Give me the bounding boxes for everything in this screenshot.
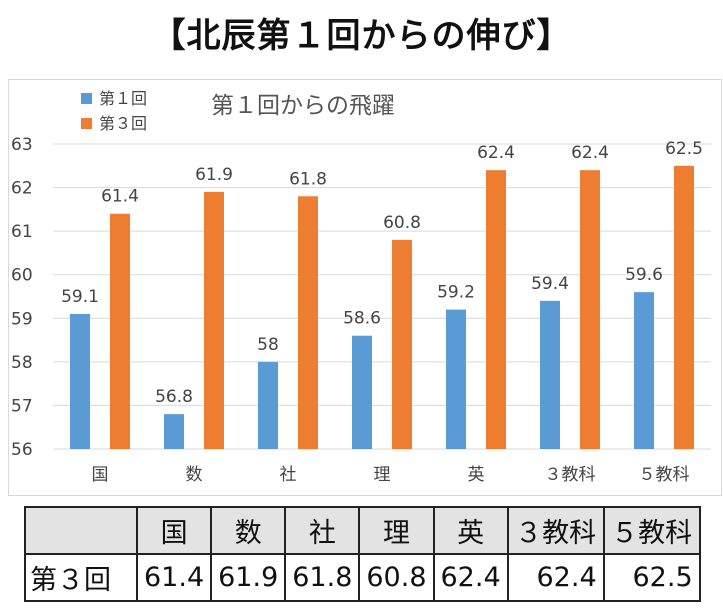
data-label: 62.4 [477, 143, 515, 163]
table-row-label: 第３回 [24, 553, 138, 602]
data-label: 60.8 [383, 213, 421, 233]
table-row: 第３回 61.4 61.9 61.8 60.8 62.4 62.4 62.5 [24, 553, 701, 602]
legend-swatch [81, 118, 92, 129]
table-header-cell: 英 [432, 506, 509, 555]
table-header-cell: 数 [210, 506, 287, 555]
bar-series-2 [298, 196, 318, 449]
data-label: 59.2 [437, 283, 475, 303]
data-label: 59.6 [625, 265, 663, 285]
data-label: 61.4 [101, 187, 139, 207]
y-tick-label: 59 [11, 309, 33, 329]
table-cell: 61.9 [210, 553, 287, 602]
data-label: 61.9 [195, 165, 233, 185]
legend-swatch [81, 93, 92, 104]
table-cell: 62.4 [506, 553, 605, 602]
table-header-cell [24, 506, 138, 555]
data-label: 61.8 [289, 169, 327, 189]
data-label: 56.8 [155, 387, 193, 407]
bar-series-2 [110, 213, 130, 449]
y-tick-label: 60 [11, 266, 33, 286]
bar-series-1 [540, 300, 560, 449]
table-header-cell: 社 [284, 506, 361, 555]
data-label: 58 [257, 335, 279, 355]
y-tick-label: 57 [11, 396, 33, 416]
x-tick-label: 国 [92, 465, 109, 485]
table-header-cell: ３教科 [506, 506, 605, 555]
x-tick-label: ５教科 [639, 465, 690, 485]
bar-series-1 [258, 361, 278, 449]
table-cell: 62.5 [602, 553, 701, 602]
x-tick-label: ３教科 [545, 465, 596, 485]
data-label: 59.4 [531, 274, 569, 294]
bar-series-1 [70, 313, 90, 449]
bar-series-2 [204, 191, 224, 449]
bar-series-2 [674, 165, 694, 449]
bar-series-1 [164, 414, 184, 449]
bar-chart: 56 57 58 59 60 61 62 63 59.1 61.4 国 56.8 61.9 数 58 61.8… [11, 89, 711, 485]
y-tick-label: 61 [11, 222, 33, 242]
data-label: 62.5 [665, 139, 703, 159]
x-tick-label: 英 [468, 465, 485, 485]
data-label: 62.4 [571, 143, 609, 163]
legend-label: 第１回 [99, 89, 147, 108]
bar-series-1 [634, 292, 654, 449]
bar-series-2 [392, 239, 412, 449]
bar-series-2 [580, 170, 600, 449]
x-tick-label: 理 [374, 465, 391, 485]
bar-series-2 [486, 170, 506, 449]
table-cell: 61.4 [135, 553, 213, 602]
data-label: 58.6 [343, 309, 381, 329]
legend-label: 第３回 [99, 114, 147, 133]
table-header-cell: ５教科 [602, 506, 701, 555]
chart-area: 56 57 58 59 60 61 62 63 59.1 61.4 国 56.8 61.9 数 58 61.8… [8, 79, 722, 496]
chart-title: 第１回からの飛躍 [211, 93, 395, 119]
table-header-cell: 理 [358, 506, 435, 555]
table-cell: 60.8 [358, 553, 435, 602]
x-tick-label: 社 [280, 465, 297, 485]
y-tick-label: 62 [11, 179, 33, 199]
y-tick-label: 58 [11, 353, 33, 373]
bar-series-1 [352, 335, 372, 449]
data-table: 国 数 社 理 英 ３教科 ５教科 第３回 61.4 61.9 61.8 60.… [24, 506, 701, 602]
table-header-row: 国 数 社 理 英 ３教科 ５教科 [24, 506, 701, 555]
page-title: 【北辰第１回からの伸び】 [151, 16, 572, 56]
y-tick-label: 63 [11, 135, 33, 155]
bar-series-1 [446, 309, 466, 449]
data-label: 59.1 [61, 287, 99, 307]
x-tick-label: 数 [186, 465, 203, 485]
y-tick-label: 56 [11, 440, 33, 460]
table-header-cell: 国 [135, 506, 213, 555]
table-cell: 61.8 [284, 553, 361, 602]
table-cell: 62.4 [432, 553, 509, 602]
